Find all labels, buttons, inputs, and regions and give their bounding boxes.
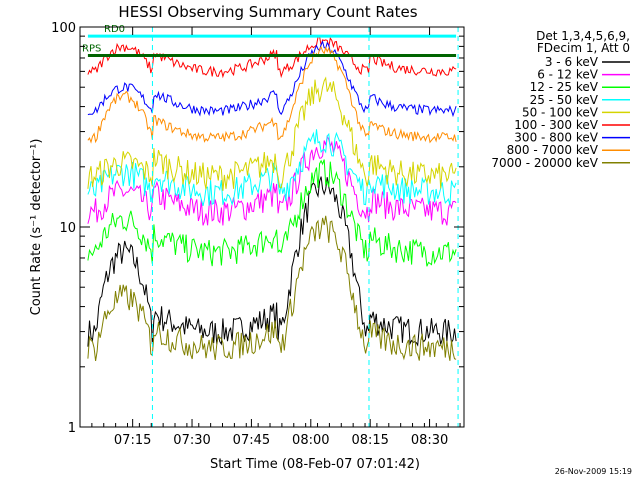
series-line-9 <box>87 215 457 361</box>
y-axis-label: Count Rate (s⁻¹ detector⁻¹) <box>29 139 44 316</box>
legend-header-line-2: FDecim 1, Att 0 <box>537 41 630 55</box>
legend-entry-label: 800 - 7000 keV <box>507 143 599 157</box>
x-tick-label: 07:45 <box>233 433 270 448</box>
legend-header-line-1: Det 1,3,4,5,6,9, <box>536 29 630 43</box>
flag-label: RD0 <box>104 24 125 35</box>
legend-entry-label: 300 - 800 keV <box>514 131 598 145</box>
x-tick-label: 07:15 <box>114 433 151 448</box>
series-line-7 <box>87 40 457 118</box>
series-line-2 <box>87 135 457 226</box>
legend-entry-label: 7000 - 20000 keV <box>491 156 598 170</box>
series-line-4 <box>87 129 457 207</box>
series-line-5 <box>87 76 457 191</box>
legend-entry-label: 25 - 50 keV <box>530 93 599 107</box>
legend: Det 1,3,4,5,6,9, FDecim 1, Att 0 3 - 6 k… <box>491 29 630 170</box>
legend-entry-label: 12 - 25 keV <box>530 80 599 94</box>
y-tick-label: 10 <box>59 221 76 236</box>
series-line-1 <box>87 176 457 347</box>
x-tick-label: 08:00 <box>292 433 329 448</box>
chart-title: HESSI Observing Summary Count Rates <box>118 3 417 21</box>
x-tick-label: 08:30 <box>411 433 448 448</box>
y-tick-label: 100 <box>51 21 76 36</box>
flag-label: RPS <box>82 44 101 55</box>
y-tick-label: 1 <box>68 421 76 436</box>
legend-entry-label: 100 - 300 keV <box>514 118 598 132</box>
series-line-3 <box>87 159 457 267</box>
series-line-8 <box>87 46 457 144</box>
x-tick-label: 08:15 <box>351 433 388 448</box>
x-axis-label: Start Time (08-Feb-07 07:01:42) <box>210 457 420 472</box>
legend-entry-label: 50 - 100 keV <box>522 105 599 119</box>
legend-entry-label: 6 - 12 keV <box>537 68 599 82</box>
legend-entry-label: 3 - 6 keV <box>545 55 599 69</box>
axis-layer: 07:15 07:30 07:45 08:00 08:15 08:30 1 10 100 <box>51 21 464 448</box>
plot-timestamp: 26-Nov-2009 15:19 <box>555 467 632 476</box>
x-tick-label: 07:30 <box>173 433 210 448</box>
